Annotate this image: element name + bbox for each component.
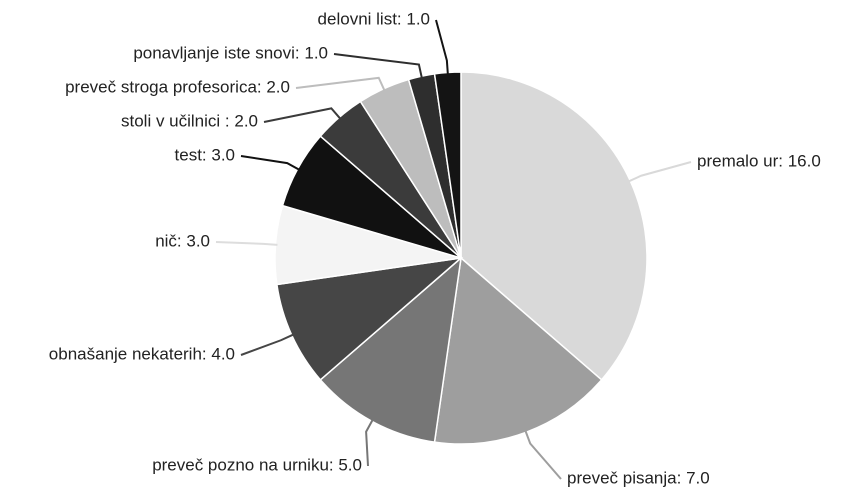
slice-label: ponavljanje iste snovi: 1.0	[133, 43, 328, 62]
leader-line	[365, 419, 374, 467]
leader-line	[215, 241, 278, 246]
leader-line	[263, 107, 342, 123]
leader-line	[435, 19, 449, 75]
slice-label: preveč stroga profesorica: 2.0	[65, 77, 290, 96]
leader-line	[524, 430, 562, 480]
leader-line	[295, 76, 386, 92]
leader-line	[333, 53, 423, 79]
slice-label: premalo ur: 16.0	[697, 151, 821, 170]
leader-line	[240, 155, 300, 171]
slice-label: delovni list: 1.0	[318, 9, 430, 28]
leader-line	[240, 333, 295, 356]
leader-line	[627, 161, 692, 183]
slice-label: obnašanje nekaterih: 4.0	[49, 344, 235, 363]
slice-label: nič: 3.0	[155, 231, 210, 250]
slice-label: preveč pisanja: 7.0	[567, 468, 710, 487]
slice-label: preveč pozno na urniku: 5.0	[152, 455, 362, 474]
slice-label: test: 3.0	[175, 145, 235, 164]
slice-label: stoli v učilnici : 2.0	[121, 111, 258, 130]
